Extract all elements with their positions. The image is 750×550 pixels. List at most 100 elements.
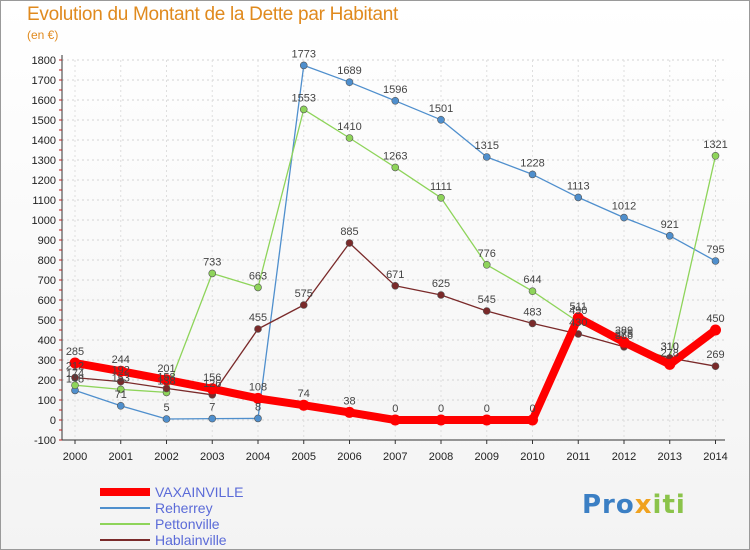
y-tick-1300: 1300 — [32, 155, 56, 167]
data-label-reherrey-2008: 1501 — [429, 103, 453, 115]
data-point-vaxainville-2000 — [69, 357, 81, 369]
data-label-hablainville-2004: 455 — [249, 312, 267, 324]
y-tick-800: 800 — [38, 255, 56, 267]
data-label-pettonville-2002: 138 — [157, 375, 175, 387]
data-point-hablainville-2009 — [482, 307, 491, 315]
data-point-vaxainville-2005 — [298, 399, 310, 411]
data-label-hablainville-2012: 366 — [615, 330, 633, 342]
legend-label-vaxainville: VAXAINVILLE — [155, 484, 243, 500]
data-label-hablainville-2006: 885 — [340, 226, 358, 238]
data-point-vaxainville-2001 — [115, 365, 127, 377]
data-label-hablainville-2009: 545 — [478, 294, 496, 306]
data-point-reherrey-2014 — [711, 257, 720, 265]
x-tick-2014: 2014 — [703, 451, 727, 463]
data-point-hablainville-2006 — [345, 239, 354, 247]
data-point-reherrey-2010 — [528, 170, 537, 179]
data-label-pettonville-2000: 174 — [66, 368, 84, 380]
data-label-pettonville-2013: 310 — [661, 341, 679, 353]
x-tick-2005: 2005 — [292, 451, 316, 463]
data-label-hablainville-2005: 575 — [295, 288, 313, 300]
data-label-reherrey-2001: 71 — [115, 389, 127, 401]
data-point-vaxainville-2010 — [527, 414, 538, 426]
series-reherrey — [71, 61, 720, 423]
data-label-hablainville-2003: 126 — [203, 378, 221, 390]
data-label-pettonville-2011: 490 — [569, 305, 587, 317]
data-point-vaxainville-2004 — [252, 392, 264, 404]
data-point-vaxainville-2006 — [344, 406, 355, 418]
data-point-pettonville-2006 — [345, 134, 354, 142]
data-label-pettonville-2004: 663 — [249, 270, 267, 282]
labels-hablainville: 212 1921581264555758856716255454834303663… — [66, 226, 725, 390]
data-point-reherrey-2007 — [391, 97, 400, 105]
data-point-vaxainville-2008 — [435, 414, 447, 426]
legend-label-pettonville: Pettonville — [155, 516, 220, 532]
y-tick-900: 900 — [38, 235, 56, 247]
y-tick-500: 500 — [38, 315, 56, 327]
data-label-pettonville-2006: 1410 — [337, 121, 361, 133]
data-label-reherrey-2004: 8 — [255, 401, 261, 413]
x-tick-2013: 2013 — [658, 451, 682, 463]
data-label-reherrey-2011: 1113 — [567, 180, 590, 192]
data-label-vaxainville-2002: 201 — [157, 363, 175, 375]
data-label-pettonville-2001: 153 — [112, 372, 130, 384]
x-tick-2004: 2004 — [246, 451, 270, 463]
data-point-vaxainville-2014 — [710, 324, 721, 336]
series-vaxainville — [69, 312, 721, 426]
data-label-vaxainville-2004: 108 — [249, 381, 267, 393]
data-point-pettonville-2004 — [254, 283, 262, 292]
y-tick-100: 100 — [38, 395, 56, 407]
data-point-pettonville-2008 — [437, 194, 445, 202]
y-tick-1800: 1800 — [32, 55, 56, 67]
x-tick-2006: 2006 — [337, 451, 361, 463]
data-point-reherrey-2011 — [574, 193, 583, 202]
data-point-reherrey-2008 — [437, 116, 445, 124]
data-label-reherrey-2002: 5 — [163, 402, 169, 414]
data-point-hablainville-2001 — [116, 377, 125, 386]
data-label-vaxainville-2014: 450 — [706, 313, 724, 325]
data-label-hablainville-2011: 430 — [569, 317, 587, 329]
data-point-vaxainville-2012 — [618, 336, 630, 348]
chart-title: Evolution du Montant de la Dette par Hab… — [27, 4, 398, 25]
y-tick-400: 400 — [38, 335, 56, 347]
data-label-pettonville-2012: 375 — [615, 328, 633, 340]
data-point-pettonville-2003 — [208, 269, 217, 278]
data-point-pettonville-2009 — [482, 260, 491, 269]
y-tick-600: 600 — [38, 295, 56, 307]
data-label-vaxainville-2012: 389 — [615, 325, 633, 337]
data-label-reherrey-2000: 148 — [66, 373, 84, 385]
y-tick-1200: 1200 — [32, 175, 56, 187]
data-label-reherrey-2012: 1012 — [612, 201, 636, 213]
data-point-vaxainville-2013 — [664, 358, 676, 370]
y-tick-0: 0 — [50, 415, 56, 427]
y-tick-300: 300 — [38, 355, 56, 367]
data-label-vaxainville-2005: 74 — [298, 388, 310, 400]
labels-vaxainville: 285 244 201 156 108 74 38 0 0 0 0 511 389 278 450 — [66, 301, 725, 415]
labels-pettonville: 174 153 138 733 663 1553 1410 1263 1111 776 644 490… — [66, 92, 728, 387]
data-point-vaxainville-2007 — [389, 414, 401, 426]
x-tick-2012: 2012 — [612, 451, 636, 463]
x-tick-2011: 2011 — [566, 451, 590, 463]
y-tick-700: 700 — [38, 275, 56, 287]
data-label-reherrey-2013: 921 — [661, 219, 679, 231]
data-point-vaxainville-2003 — [206, 383, 218, 395]
data-label-reherrey-2014: 795 — [706, 244, 724, 256]
data-point-reherrey-2005 — [299, 61, 308, 70]
y-tick--100: -100 — [34, 435, 56, 447]
data-point-pettonville-2000 — [71, 381, 79, 390]
data-point-vaxainville-2009 — [481, 414, 493, 426]
data-point-hablainville-2010 — [528, 319, 537, 328]
data-point-pettonville-2014 — [711, 152, 720, 160]
data-label-vaxainville-2003: 156 — [203, 372, 221, 384]
proxiti-logo: Proxiti — [582, 490, 686, 520]
x-tick-2003: 2003 — [200, 451, 224, 463]
data-label-vaxainville-2006: 38 — [343, 395, 355, 407]
y-tick-1100: 1100 — [32, 195, 56, 207]
y-tick-1000: 1000 — [32, 215, 56, 227]
logo-part-1: Pro — [582, 490, 635, 520]
data-label-reherrey-2009: 1315 — [475, 140, 499, 152]
y-tick-1400: 1400 — [32, 135, 56, 147]
x-tick-2008: 2008 — [429, 451, 453, 463]
data-label-pettonville-2003: 733 — [203, 256, 221, 268]
